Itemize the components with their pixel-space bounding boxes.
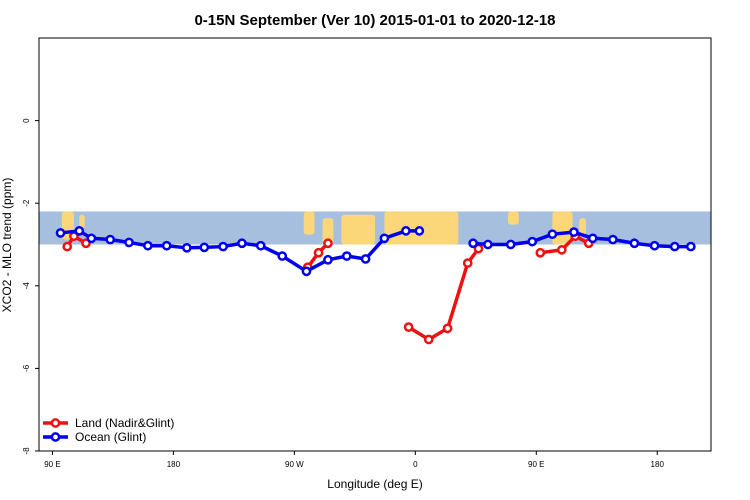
map-land-patch xyxy=(341,214,375,245)
data-point xyxy=(462,258,473,268)
data-point xyxy=(403,322,414,332)
data-point xyxy=(218,241,228,252)
y-tick-label: -6 xyxy=(22,364,31,372)
data-point xyxy=(360,254,371,264)
map-land-patch xyxy=(579,218,587,235)
data-point xyxy=(629,238,640,249)
legend-swatch-marker xyxy=(50,432,61,442)
legend-swatch-marker xyxy=(50,418,61,428)
y-tick-label: -2 xyxy=(22,199,31,207)
data-point xyxy=(685,241,696,252)
data-point xyxy=(547,229,558,240)
legend-label: Ocean (Glint) xyxy=(75,430,146,444)
data-point xyxy=(556,245,567,255)
map-land-patch xyxy=(303,211,315,235)
data-point xyxy=(527,236,538,247)
data-point xyxy=(105,234,116,245)
map-band xyxy=(39,211,711,245)
map-land-patch xyxy=(552,211,573,245)
data-point xyxy=(55,228,66,238)
data-point xyxy=(341,251,352,261)
x-tick-label: 90 E xyxy=(528,460,544,469)
y-axis-label: XCO2 - MLO trend (ppm) xyxy=(0,178,14,313)
data-point xyxy=(483,239,493,250)
data-point xyxy=(587,233,598,244)
y-tick-label: -8 xyxy=(22,447,31,455)
data-point xyxy=(505,239,516,250)
chart-title: 0-15N September (Ver 10) 2015-01-01 to 2… xyxy=(194,12,555,29)
x-tick-label: 90 E xyxy=(44,460,60,469)
x-tick-label: 0 xyxy=(413,460,418,469)
data-point xyxy=(423,334,434,345)
data-point xyxy=(608,234,618,245)
data-point xyxy=(124,237,134,248)
data-point xyxy=(181,242,192,253)
series-layer xyxy=(55,226,696,345)
map-land-patch xyxy=(322,218,334,245)
data-point xyxy=(414,226,425,236)
x-axis: 90 E 180 90 W 0 90 E 180 xyxy=(44,451,664,469)
data-point xyxy=(379,233,390,244)
data-point xyxy=(161,240,172,251)
map-land-patch xyxy=(508,211,519,225)
data-point xyxy=(442,323,453,334)
data-point xyxy=(62,241,73,252)
series-ocean xyxy=(55,226,696,277)
x-axis-label: Longitude (deg E) xyxy=(327,477,422,491)
data-point xyxy=(535,247,546,258)
data-point xyxy=(301,266,312,277)
data-point xyxy=(86,233,97,244)
y-tick-label: 0 xyxy=(22,118,31,123)
data-point xyxy=(569,227,579,237)
data-point xyxy=(237,238,247,249)
data-point xyxy=(277,251,288,261)
plot-frame xyxy=(38,37,712,452)
data-point xyxy=(669,241,680,252)
x-tick-label: 180 xyxy=(651,460,665,469)
data-point xyxy=(143,240,153,251)
x-tick-label: 90 W xyxy=(285,460,304,469)
data-point xyxy=(401,226,411,236)
legend: Land (Nadir&Glint)Ocean (Glint) xyxy=(43,416,174,444)
data-point xyxy=(323,238,333,249)
x-tick-label: 180 xyxy=(167,460,181,469)
y-tick-label: -4 xyxy=(22,282,31,290)
data-point xyxy=(74,226,85,236)
series-land xyxy=(62,231,594,345)
legend-label: Land (Nadir&Glint) xyxy=(75,416,174,430)
data-point xyxy=(323,254,333,265)
data-point xyxy=(199,242,210,253)
data-point xyxy=(313,247,324,258)
y-axis: -8 -6 -4 -2 0 xyxy=(22,118,39,455)
data-point xyxy=(255,240,266,251)
data-point xyxy=(468,238,478,249)
data-point xyxy=(649,240,660,251)
series-line xyxy=(540,234,590,255)
map-land-patch xyxy=(79,214,85,228)
